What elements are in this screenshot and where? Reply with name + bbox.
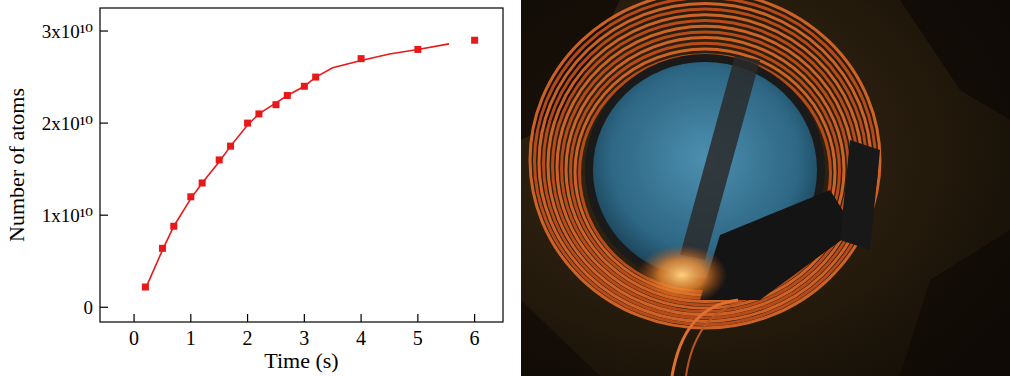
coil-winding	[530, 0, 880, 328]
y-tick-label: 0	[84, 297, 94, 318]
data-point	[471, 37, 478, 44]
tape	[840, 140, 880, 250]
x-tick-label: 2	[243, 327, 253, 349]
y-tick	[100, 307, 108, 308]
y-tick-label: 3x10¹⁰	[42, 21, 94, 42]
coil-winding	[557, 26, 853, 308]
x-tick-label: 4	[356, 327, 366, 349]
photo-background	[521, 0, 1010, 376]
photo-shadow	[900, 0, 1010, 120]
x-tick-label: 6	[470, 327, 480, 349]
atom-cloud	[637, 245, 727, 305]
x-tick-label: 5	[413, 327, 423, 349]
plot-frame	[100, 8, 503, 322]
axes: 0 1 2 3 4 5 6 0 1x10¹⁰ 2x10¹⁰ 3x10¹⁰	[42, 8, 503, 349]
x-tick	[133, 314, 134, 322]
y-tick	[100, 123, 108, 124]
figure: 0 1 2 3 4 5 6 0 1x10¹⁰ 2x10¹⁰ 3x10¹⁰ Time (s) Number…	[0, 0, 1010, 376]
coil-winding	[535, 0, 876, 325]
coil-winding	[544, 9, 867, 318]
x-tick-label: 0	[129, 327, 139, 349]
x-tick	[304, 314, 305, 322]
y-tick	[100, 215, 108, 216]
x-tick-label: 3	[299, 327, 309, 349]
x-axis-title: Time (s)	[264, 348, 338, 373]
y-tick-label: 2x10¹⁰	[42, 113, 94, 134]
y-axis-title: Number of atoms	[4, 88, 29, 242]
wire	[686, 302, 742, 376]
photo-shadow	[900, 230, 1010, 376]
data	[142, 37, 478, 291]
y-tick	[100, 30, 108, 31]
x-tick	[247, 314, 248, 322]
y-tick-label: 1x10¹⁰	[42, 205, 94, 226]
x-tick	[474, 314, 475, 322]
coil-winding	[539, 3, 871, 321]
coil-winding	[553, 21, 858, 312]
photo	[521, 0, 1010, 376]
fit-line	[145, 44, 449, 289]
photo-shadow	[521, 300, 600, 376]
x-tick	[360, 314, 361, 322]
x-tick-label: 1	[186, 327, 196, 349]
x-tick	[417, 314, 418, 322]
x-tick	[190, 314, 191, 322]
coil-winding	[548, 15, 862, 315]
wire	[672, 300, 738, 376]
